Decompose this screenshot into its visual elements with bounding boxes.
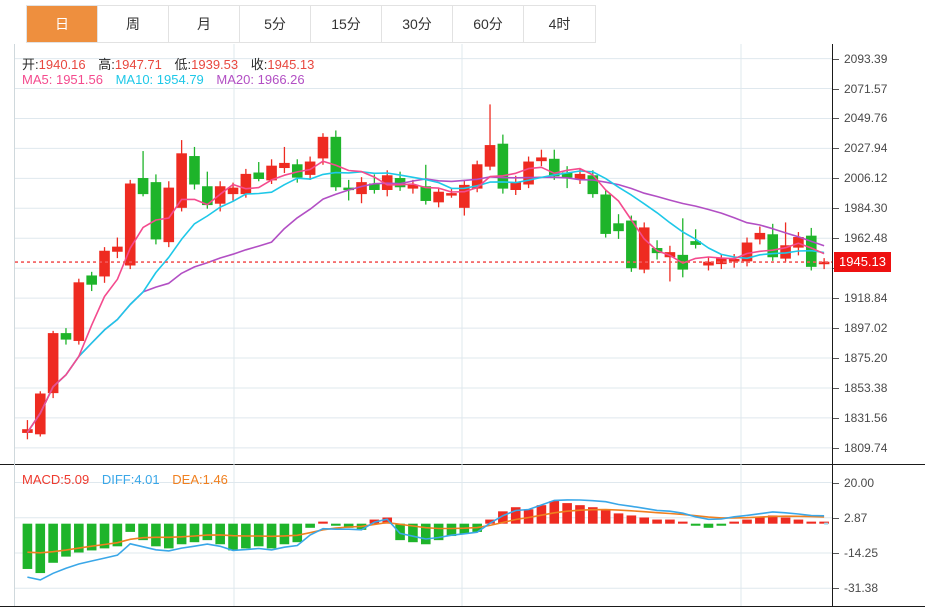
timeframe-tab-5[interactable]: 30分 bbox=[382, 6, 453, 42]
chart-frame: 2093.39 2071.57 2049.76 2027.94 2006.12 1984.… bbox=[0, 44, 925, 607]
low-label: 低: bbox=[174, 57, 192, 72]
price-axis-label: 1897.02 bbox=[844, 321, 888, 336]
ma5-value: 1951.56 bbox=[55, 72, 103, 87]
price-axis-tick bbox=[833, 238, 839, 240]
price-panel: 2093.39 2071.57 2049.76 2027.94 2006.12 1984.… bbox=[0, 44, 925, 464]
macd-axis-label: -31.38 bbox=[844, 581, 879, 596]
macd-axis-tick bbox=[833, 517, 839, 519]
price-axis-tick bbox=[833, 447, 839, 449]
diff-value: 4.01 bbox=[134, 472, 160, 487]
macd-svg bbox=[15, 464, 833, 606]
high-label: 高: bbox=[98, 57, 115, 72]
macd-axis-tick bbox=[833, 553, 839, 554]
macd-value: 5.09 bbox=[63, 472, 90, 487]
price-axis-label: 2093.39 bbox=[844, 51, 888, 66]
price-axis-label: 2049.76 bbox=[844, 111, 888, 126]
price-axis-tick bbox=[833, 178, 839, 180]
timeframe-tab-6[interactable]: 60分 bbox=[453, 6, 524, 42]
price-axis-label: 1962.48 bbox=[844, 231, 888, 246]
price-axis-label: 2027.94 bbox=[844, 141, 888, 156]
dea-value: 1.46 bbox=[202, 472, 228, 487]
timeframe-tab-4[interactable]: 15分 bbox=[311, 6, 382, 42]
close-value: 1945.13 bbox=[267, 57, 315, 72]
macd-legend: MACD:5.09 DIFF:4.01 DEA:1.46 bbox=[22, 472, 228, 487]
macd-plot-area[interactable] bbox=[14, 464, 833, 607]
price-axis-tick bbox=[833, 88, 839, 90]
close-label: 收: bbox=[250, 57, 268, 72]
price-axis-label: 1875.20 bbox=[844, 351, 888, 366]
ma10-label: MA10: bbox=[115, 72, 154, 87]
price-axis-tick bbox=[833, 328, 839, 330]
candlestick-svg bbox=[15, 44, 833, 464]
price-axis-label: 1809.74 bbox=[844, 440, 888, 455]
macd-axis-tick bbox=[833, 588, 839, 590]
timeframe-tabs: 日周月 5分 15分 30分 60分 4时 bbox=[26, 5, 596, 43]
price-axis-tick bbox=[833, 208, 839, 210]
price-axis-label: 1918.84 bbox=[844, 291, 888, 306]
ma20-label: MA20: bbox=[216, 72, 254, 87]
timeframe-tab-7[interactable]: 4时 bbox=[524, 6, 595, 42]
open-label: 开: bbox=[22, 57, 39, 72]
ma5-label: MA5: bbox=[22, 72, 53, 87]
macd-axis-label: 2.87 bbox=[844, 510, 868, 525]
high-value: 1947.71 bbox=[114, 57, 162, 72]
price-axis-tick bbox=[833, 387, 839, 389]
price-axis-tick bbox=[833, 358, 839, 360]
price-plot-area[interactable] bbox=[14, 44, 833, 464]
dea-label: DEA: bbox=[172, 472, 203, 487]
ma10-value: 1954.79 bbox=[156, 72, 204, 87]
macd-axis: 20.00 2.87 -14.25 -31.38 bbox=[832, 464, 925, 607]
timeframe-tab-3[interactable]: 5分 bbox=[240, 6, 311, 42]
timeframe-tab-bar: 日周月 5分 15分 30分 60分 4时 bbox=[0, 0, 925, 44]
price-axis-tick bbox=[833, 58, 839, 60]
open-value: 1940.16 bbox=[38, 57, 86, 72]
macd-panel: 20.00 2.87 -14.25 -31.38 MACD:5.09 DIFF:4.0… bbox=[0, 464, 925, 607]
price-axis-label: 1831.56 bbox=[844, 410, 888, 425]
price-axis: 2093.39 2071.57 2049.76 2027.94 2006.12 1984.… bbox=[832, 44, 925, 464]
price-axis-tick bbox=[833, 298, 839, 300]
price-axis-label: 2071.57 bbox=[844, 81, 888, 96]
macd-axis-tick bbox=[833, 482, 839, 484]
macd-axis-label: 20.00 bbox=[844, 475, 875, 490]
low-value: 1939.53 bbox=[191, 57, 239, 72]
price-axis-tick bbox=[833, 118, 839, 120]
price-axis-label: 1853.38 bbox=[844, 380, 888, 395]
timeframe-tab-0[interactable]: 日 bbox=[27, 6, 98, 42]
price-axis-label: 2006.12 bbox=[844, 171, 888, 186]
timeframe-tab-2[interactable]: 月 bbox=[169, 6, 240, 42]
price-axis-label: 1984.30 bbox=[844, 201, 888, 216]
diff-label: DIFF: bbox=[101, 472, 135, 487]
ma20-value: 1966.26 bbox=[257, 72, 305, 87]
price-axis-tick bbox=[833, 417, 839, 419]
price-axis-tick bbox=[833, 148, 839, 150]
ohlc-legend: 开:1940.16 高:1947.71 低:1939.53 收:1945.13 bbox=[22, 54, 314, 73]
current-price-badge: 1945.13 bbox=[834, 252, 891, 273]
macd-label: MACD: bbox=[22, 472, 64, 487]
moving-average-legend: MA5: 1951.56 MA10: 1954.79 MA20: 1966.26 bbox=[22, 72, 305, 87]
macd-axis-label: -14.25 bbox=[844, 546, 879, 560]
timeframe-tab-1[interactable]: 周 bbox=[98, 6, 169, 42]
